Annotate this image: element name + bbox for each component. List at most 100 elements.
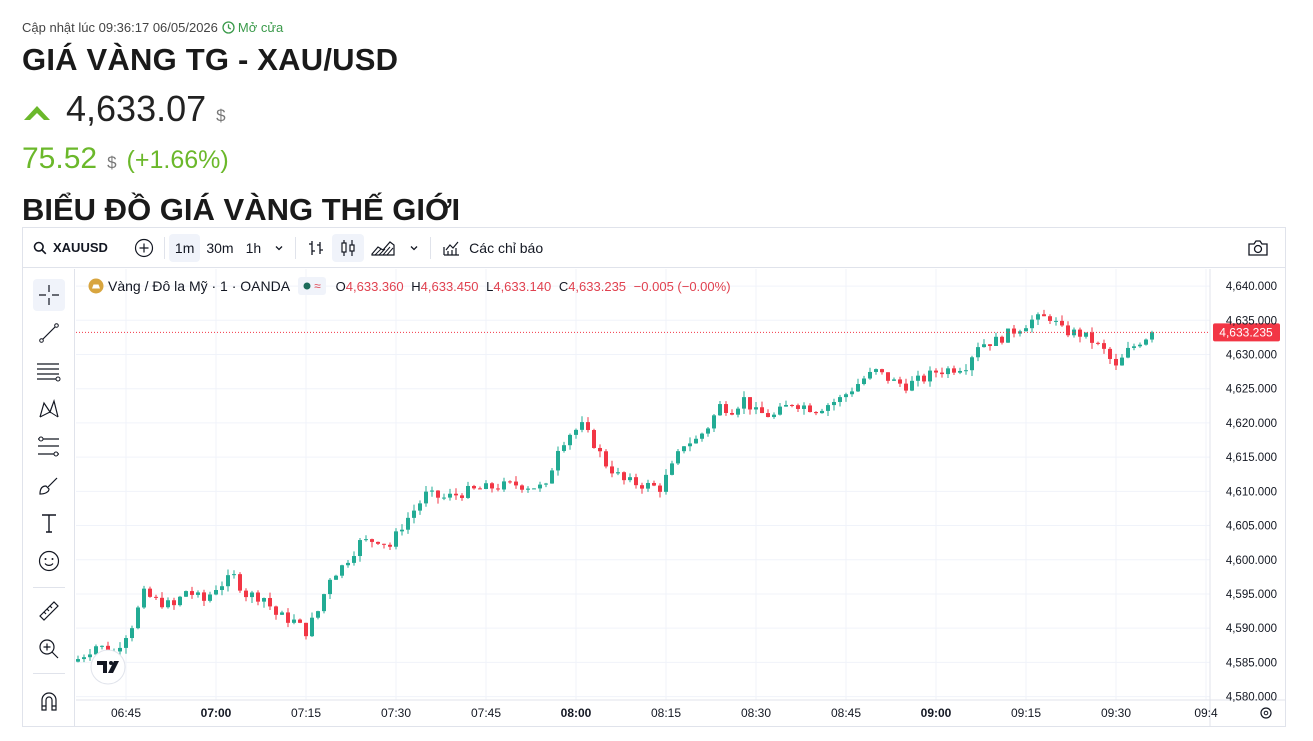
- candle[interactable]: [700, 433, 704, 439]
- candle[interactable]: [142, 588, 146, 608]
- candle[interactable]: [658, 485, 662, 492]
- candle[interactable]: [1006, 328, 1010, 343]
- candle[interactable]: [820, 410, 824, 414]
- candle[interactable]: [964, 370, 968, 372]
- candle[interactable]: [400, 529, 404, 532]
- candle[interactable]: [292, 619, 296, 623]
- candle[interactable]: [970, 357, 974, 371]
- candle[interactable]: [76, 659, 80, 662]
- candle[interactable]: [268, 598, 272, 607]
- candle[interactable]: [592, 430, 596, 448]
- candle[interactable]: [868, 371, 872, 379]
- candle[interactable]: [742, 397, 746, 409]
- candle[interactable]: [394, 531, 398, 547]
- crosshair-tool[interactable]: [33, 279, 65, 311]
- candle[interactable]: [454, 493, 458, 496]
- interval-30m[interactable]: 30m: [206, 239, 234, 256]
- candle[interactable]: [598, 447, 602, 452]
- area-button[interactable]: [364, 234, 402, 262]
- candle[interactable]: [994, 336, 998, 346]
- candle[interactable]: [1018, 331, 1022, 334]
- pattern-tool[interactable]: [33, 393, 65, 425]
- candle[interactable]: [796, 405, 800, 409]
- interval-1h[interactable]: 1h: [245, 239, 262, 256]
- candle[interactable]: [364, 539, 368, 541]
- candle[interactable]: [178, 596, 182, 606]
- candle[interactable]: [622, 472, 626, 481]
- candle[interactable]: [496, 488, 500, 490]
- candle[interactable]: [1144, 339, 1148, 345]
- compare-button[interactable]: [128, 234, 160, 262]
- candle[interactable]: [304, 622, 308, 637]
- candle[interactable]: [736, 408, 740, 415]
- candle[interactable]: [154, 596, 158, 598]
- text-tool[interactable]: [33, 507, 65, 539]
- horizontal-lines-tool[interactable]: [33, 355, 65, 387]
- candle[interactable]: [250, 592, 254, 598]
- candle[interactable]: [124, 638, 128, 648]
- candle[interactable]: [1012, 328, 1016, 334]
- candle[interactable]: [538, 484, 542, 489]
- candle[interactable]: [574, 429, 578, 435]
- candle[interactable]: [1138, 344, 1142, 347]
- candle[interactable]: [388, 544, 392, 547]
- legend-visibility[interactable]: ≈: [298, 277, 326, 295]
- candle[interactable]: [664, 474, 668, 492]
- candle[interactable]: [430, 490, 434, 492]
- candle[interactable]: [148, 588, 152, 597]
- candle[interactable]: [982, 344, 986, 348]
- candle[interactable]: [640, 485, 644, 489]
- candle[interactable]: [418, 503, 422, 511]
- candle[interactable]: [1114, 358, 1118, 366]
- candle[interactable]: [916, 375, 920, 381]
- candle[interactable]: [1060, 320, 1064, 326]
- candle[interactable]: [1078, 329, 1082, 337]
- ruler-tool[interactable]: [33, 595, 65, 627]
- candle[interactable]: [94, 646, 98, 655]
- candle[interactable]: [100, 645, 104, 647]
- candle[interactable]: [256, 592, 260, 602]
- candle[interactable]: [676, 451, 680, 464]
- candle[interactable]: [334, 575, 338, 580]
- candle[interactable]: [790, 404, 794, 406]
- emoji-tool[interactable]: [33, 545, 65, 577]
- candle[interactable]: [1108, 348, 1112, 359]
- candle[interactable]: [352, 556, 356, 563]
- candle[interactable]: [634, 477, 638, 486]
- candle[interactable]: [856, 384, 860, 392]
- candle[interactable]: [568, 434, 572, 446]
- candle[interactable]: [184, 591, 188, 597]
- candle[interactable]: [412, 510, 416, 518]
- candle[interactable]: [616, 472, 620, 474]
- candle[interactable]: [556, 450, 560, 471]
- candle[interactable]: [712, 415, 716, 429]
- candle[interactable]: [88, 654, 92, 658]
- candle[interactable]: [886, 372, 890, 381]
- candle[interactable]: [406, 517, 410, 530]
- candle[interactable]: [1096, 342, 1100, 344]
- candle[interactable]: [424, 491, 428, 504]
- tradingview-logo-icon[interactable]: [90, 649, 126, 685]
- candle[interactable]: [286, 612, 290, 623]
- indicators-button[interactable]: Các chỉ báo: [435, 234, 549, 262]
- candle[interactable]: [1102, 343, 1106, 349]
- chart-type-dropdown[interactable]: [402, 234, 426, 262]
- candle[interactable]: [310, 617, 314, 637]
- candle[interactable]: [82, 657, 86, 660]
- candle[interactable]: [328, 579, 332, 595]
- candle[interactable]: [376, 541, 380, 544]
- candle[interactable]: [826, 405, 830, 411]
- candle[interactable]: [316, 611, 320, 618]
- candle[interactable]: [844, 394, 848, 398]
- candle[interactable]: [778, 406, 782, 415]
- candle[interactable]: [706, 428, 710, 434]
- candles-button[interactable]: [332, 233, 365, 262]
- candle[interactable]: [652, 482, 656, 486]
- candle[interactable]: [628, 477, 632, 481]
- candle[interactable]: [1054, 320, 1058, 322]
- candle[interactable]: [1150, 332, 1154, 340]
- candle[interactable]: [442, 497, 446, 499]
- chart-area[interactable]: 4,633.235 4,640.000 4,635.000 4,630.000 4,62…: [76, 269, 1285, 726]
- candle[interactable]: [1084, 332, 1088, 337]
- candle[interactable]: [754, 407, 758, 410]
